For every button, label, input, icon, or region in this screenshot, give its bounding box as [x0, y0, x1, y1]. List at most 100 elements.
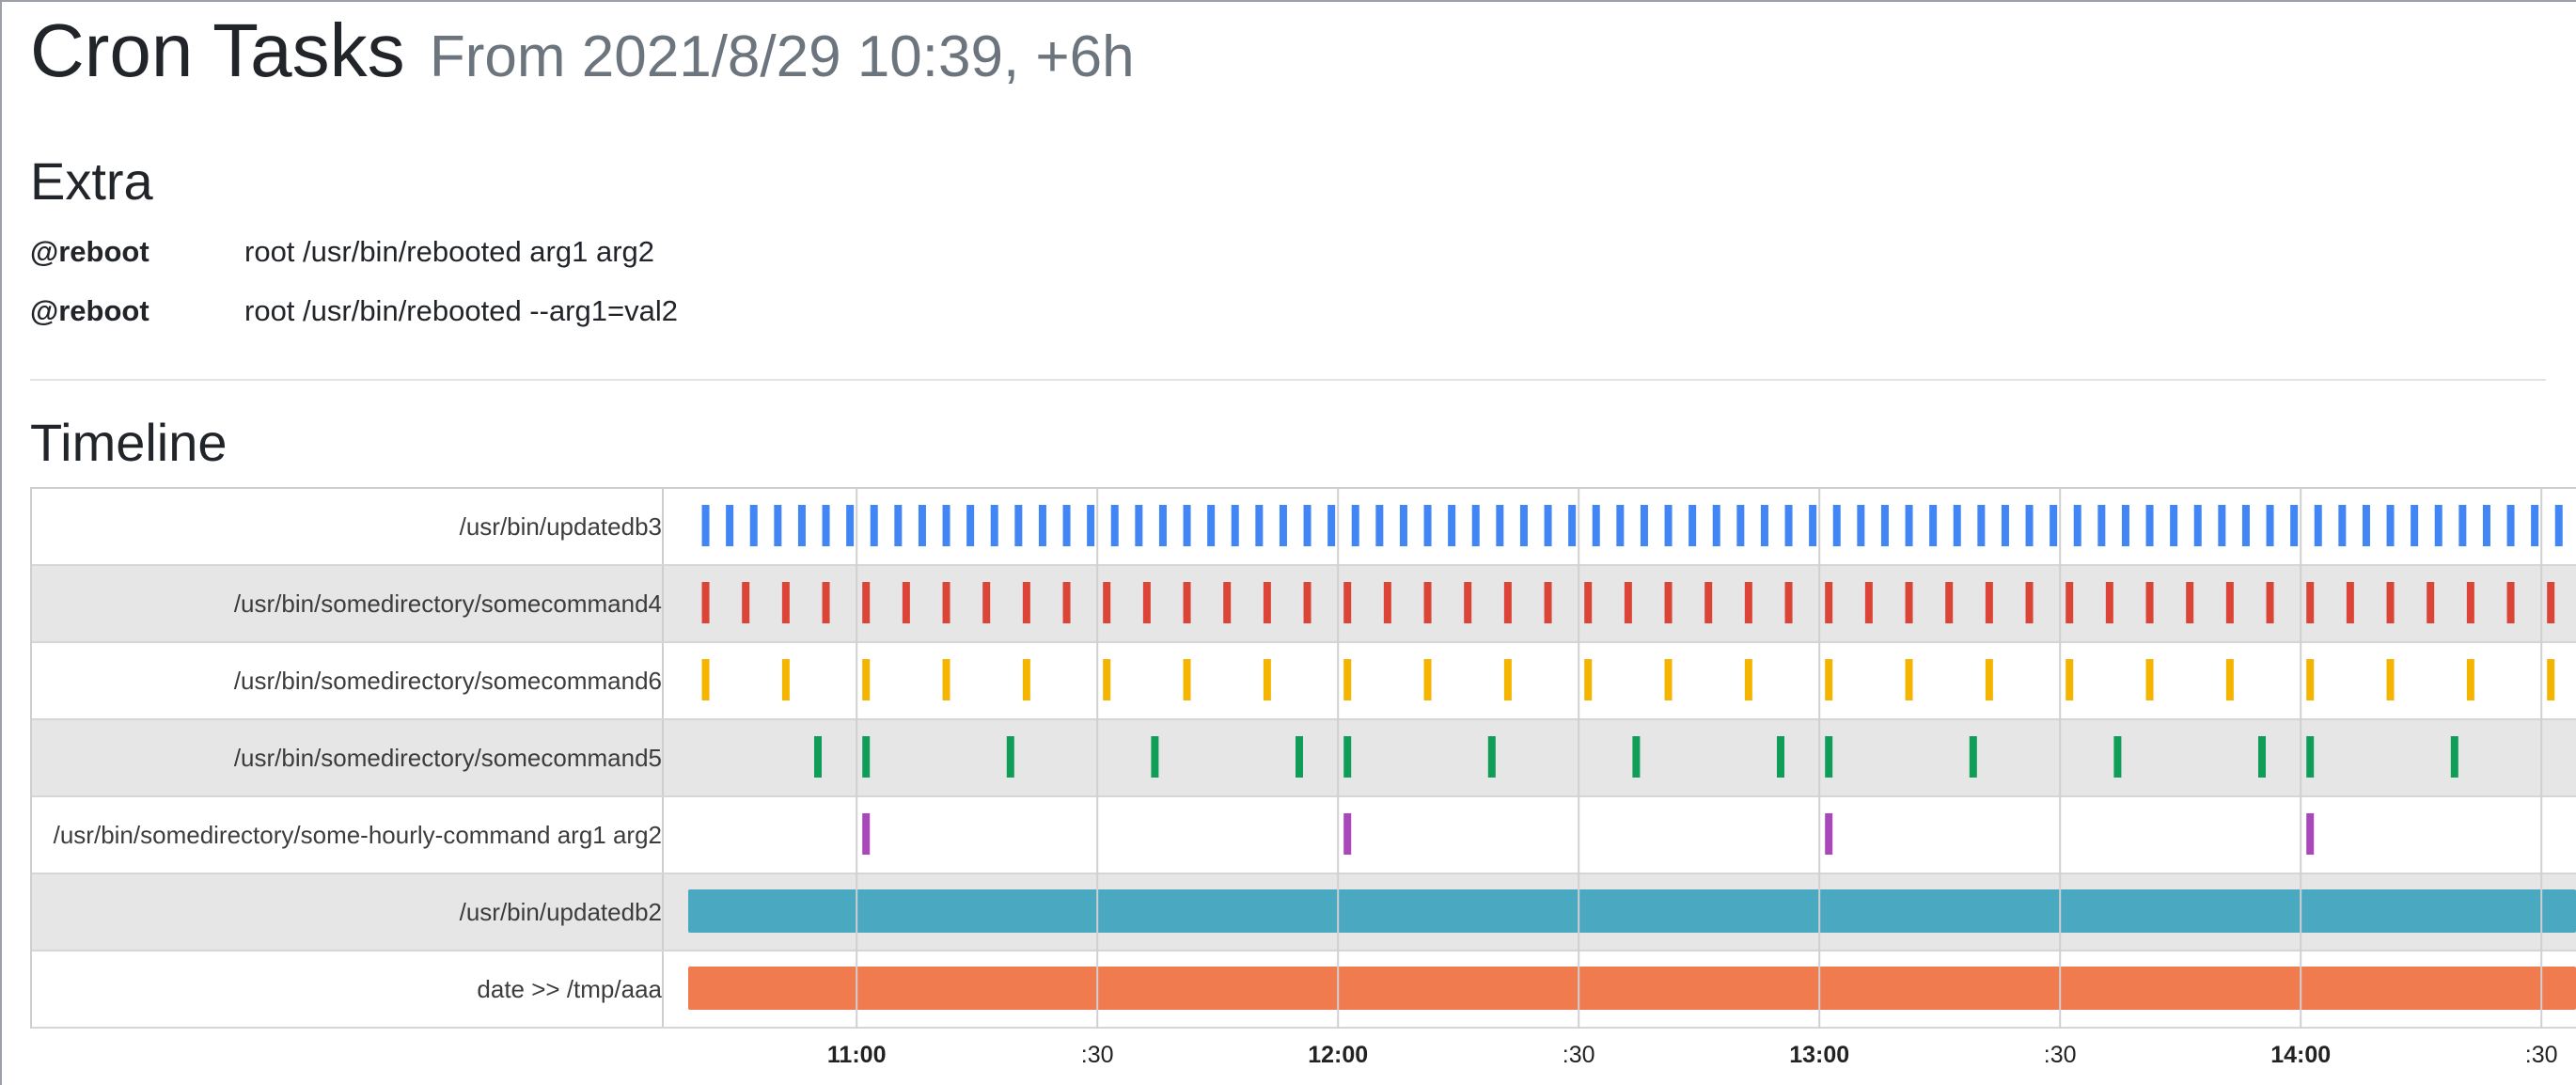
timeline-run-tick — [1103, 582, 1111, 623]
timeline-run-tick — [1544, 582, 1552, 623]
timeline-section-title: Timeline — [30, 413, 228, 472]
timeline-run-tick — [1592, 505, 1600, 546]
timeline-run-tick — [1183, 659, 1191, 700]
extra-item-keyword: @reboot — [30, 294, 149, 327]
timeline-run-tick — [862, 659, 871, 700]
timeline-run-tick — [1519, 505, 1528, 546]
timeline-run-tick — [701, 659, 710, 700]
timeline-run-tick — [1487, 736, 1496, 778]
timeline-run-tick — [942, 505, 950, 546]
timeline-run-tick — [1736, 505, 1745, 546]
timeline-run-tick — [942, 582, 950, 623]
timeline-run-tick — [918, 505, 926, 546]
timeline-run-tick — [1343, 659, 1352, 700]
timeline-run-tick — [1303, 505, 1312, 546]
timeline-run-tick — [2145, 582, 2154, 623]
timeline-run-tick — [1664, 582, 1673, 623]
timeline-run-tick — [2258, 736, 2266, 778]
timeline-run-tick — [1464, 582, 1472, 623]
timeline-run-tick — [1664, 505, 1673, 546]
timeline-run-tick — [2547, 659, 2555, 700]
timeline-run-tick — [1103, 659, 1111, 700]
section-divider — [30, 379, 2546, 381]
timeline-run-tick — [1263, 659, 1271, 700]
timeline-run-tick — [1664, 659, 1673, 700]
timeline-run-tick — [1568, 505, 1577, 546]
timeline-run-tick — [1183, 582, 1191, 623]
timeline-run-tick — [1303, 582, 1312, 623]
timeline-run-tick — [1142, 582, 1151, 623]
timeline-run-tick — [2531, 505, 2539, 546]
timeline-row-label: /usr/bin/updatedb3 — [32, 489, 664, 564]
timeline-run-tick — [2314, 505, 2322, 546]
timeline-run-tick — [2105, 582, 2113, 623]
timeline-run-tick — [1471, 505, 1480, 546]
timeline-run-tick — [1832, 505, 1841, 546]
timeline-run-tick — [1929, 505, 1938, 546]
timeline-run-tick — [1704, 582, 1713, 623]
timeline-run-tick — [2306, 813, 2315, 855]
page-title-text: Cron Tasks — [30, 8, 405, 92]
timeline-run-tick — [1423, 505, 1432, 546]
timeline-run-tick — [2386, 659, 2395, 700]
timeline-run-tick — [1448, 505, 1456, 546]
timeline-row: /usr/bin/somedirectory/some-hourly-comma… — [32, 797, 2576, 874]
timeline-run-tick — [701, 505, 710, 546]
timeline-run-tick — [1351, 505, 1359, 546]
timeline-run-tick — [1544, 505, 1552, 546]
timeline-run-tick — [1777, 736, 1784, 778]
extra-section-title: Extra — [30, 151, 153, 211]
axis-tick-label: :30 — [1080, 1042, 1114, 1068]
timeline-run-tick — [1375, 505, 1384, 546]
timeline-run-tick — [1584, 659, 1593, 700]
timeline-run-tick — [894, 505, 903, 546]
timeline-run-tick — [1945, 582, 1954, 623]
timeline-run-tick — [1985, 582, 1993, 623]
timeline-run-tick — [1343, 813, 1352, 855]
timeline-run-tick — [1496, 505, 1504, 546]
extra-item-command: root /usr/bin/rebooted arg1 arg2 — [244, 235, 654, 268]
timeline-run-tick — [1062, 582, 1071, 623]
timeline-run-tick — [2306, 736, 2315, 778]
timeline-run-tick — [2306, 659, 2315, 700]
timeline-run-tick — [774, 505, 782, 546]
timeline-run-tick — [1503, 659, 1512, 700]
timeline-run-tick — [1969, 736, 1977, 778]
timeline-run-tick — [2050, 505, 2058, 546]
timeline-run-tick — [1223, 582, 1232, 623]
timeline-run-tick — [749, 505, 758, 546]
timeline-run-tick — [990, 505, 998, 546]
timeline-run-tick — [1062, 505, 1071, 546]
timeline-run-tick — [942, 659, 950, 700]
timeline-run-tick — [2411, 505, 2419, 546]
timeline-row-label: date >> /tmp/aaa — [32, 951, 664, 1027]
timeline-run-tick — [2346, 582, 2354, 623]
axis-tick-label: 13:00 — [1789, 1042, 1850, 1068]
timeline-run-tick — [1006, 736, 1014, 778]
timeline-run-tick — [2121, 505, 2129, 546]
timeline-run-tick — [1760, 505, 1768, 546]
timeline-run-tick — [1022, 582, 1030, 623]
timeline-run-tick — [1809, 505, 1817, 546]
timeline-run-tick — [862, 736, 871, 778]
timeline-run-tick — [1825, 659, 1833, 700]
timeline-run-tick — [1977, 505, 1986, 546]
timeline-run-tick — [2025, 505, 2034, 546]
timeline-run-tick — [1905, 582, 1913, 623]
timeline-row-label: /usr/bin/somedirectory/some-hourly-comma… — [32, 797, 664, 873]
timeline-run-tick — [1880, 505, 1889, 546]
timeline-run-tick — [1383, 582, 1391, 623]
timeline-run-tick — [2482, 505, 2490, 546]
timeline-run-tick — [1327, 505, 1336, 546]
timeline-run-tick — [1014, 505, 1023, 546]
timeline-run-tick — [1905, 659, 1913, 700]
timeline-run-tick — [846, 505, 855, 546]
timeline-run-tick — [1905, 505, 1913, 546]
timeline-run-tick — [1183, 505, 1191, 546]
timeline-run-tick — [2450, 736, 2458, 778]
timeline-run-tick — [2506, 505, 2515, 546]
timeline-run-tick — [1689, 505, 1697, 546]
timeline-run-tick — [2458, 505, 2467, 546]
timeline-run-tick — [1985, 659, 1993, 700]
timeline-run-tick — [1207, 505, 1216, 546]
